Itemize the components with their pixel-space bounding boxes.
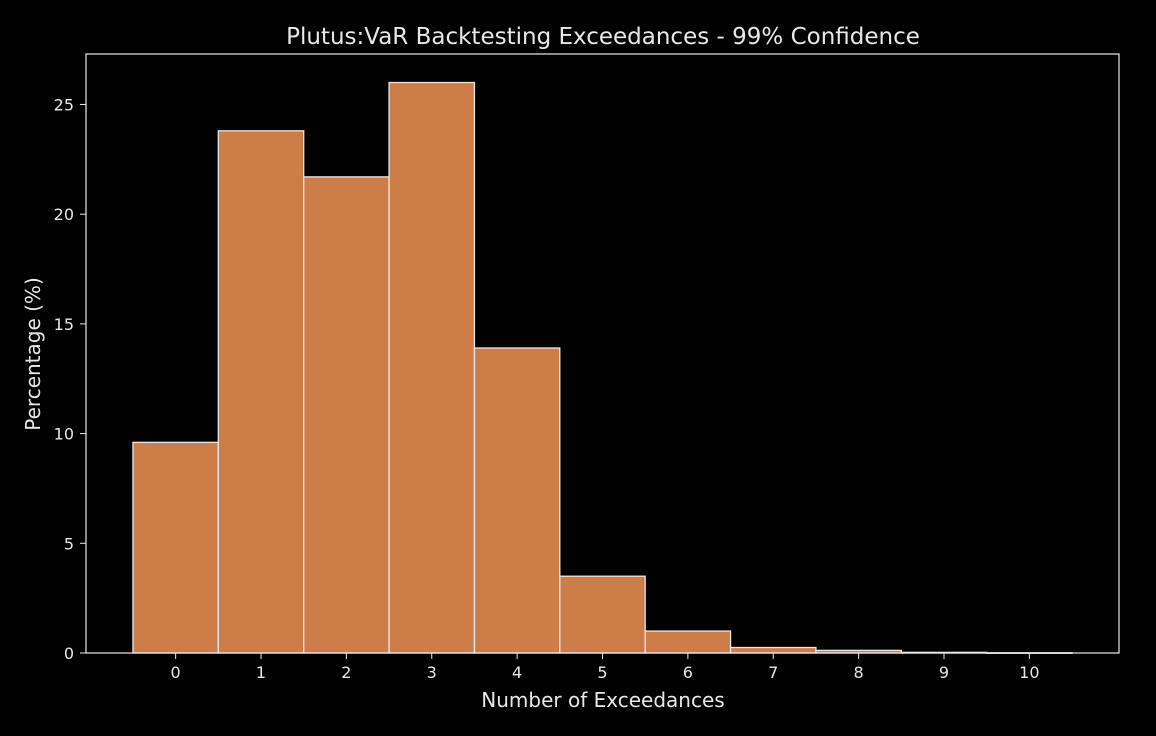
bar-6: [644, 630, 732, 654]
x-tick-label: 3: [427, 663, 437, 682]
y-axis-ticks: 0 5 10 15 20 25: [54, 95, 86, 663]
bar-2: [303, 176, 390, 654]
x-tick-label: 10: [1019, 663, 1039, 682]
x-tick-label: 7: [768, 663, 778, 682]
x-tick-label: 2: [341, 663, 351, 682]
bar-4: [473, 347, 561, 654]
x-tick-label: 0: [171, 663, 181, 682]
bar-7: [729, 646, 817, 654]
y-tick-label: 0: [64, 644, 74, 663]
bar-0: [132, 441, 219, 654]
y-tick-label: 10: [54, 425, 74, 444]
x-tick-label: 9: [939, 663, 949, 682]
bar-5: [559, 575, 646, 654]
x-tick-label: 5: [597, 663, 607, 682]
y-axis-label: Percentage (%): [21, 277, 45, 430]
x-tick-label: 4: [512, 663, 522, 682]
x-tick-label: 1: [256, 663, 266, 682]
chart-title: Plutus:VaR Backtesting Exceedances - 99%…: [286, 24, 920, 50]
x-tick-label: 8: [854, 663, 864, 682]
x-axis-ticks: 0 1 2 3 4 5 6 7 8 9 10: [171, 653, 1040, 682]
bar-1: [217, 130, 305, 654]
y-tick-label: 25: [54, 95, 74, 114]
bar-3: [388, 81, 476, 654]
y-tick-label: 5: [64, 534, 74, 553]
y-tick-label: 20: [54, 205, 74, 224]
x-tick-label: 6: [683, 663, 693, 682]
y-tick-label: 15: [54, 315, 74, 334]
x-axis-label: Number of Exceedances: [481, 688, 724, 712]
bars-group: [132, 81, 1073, 654]
